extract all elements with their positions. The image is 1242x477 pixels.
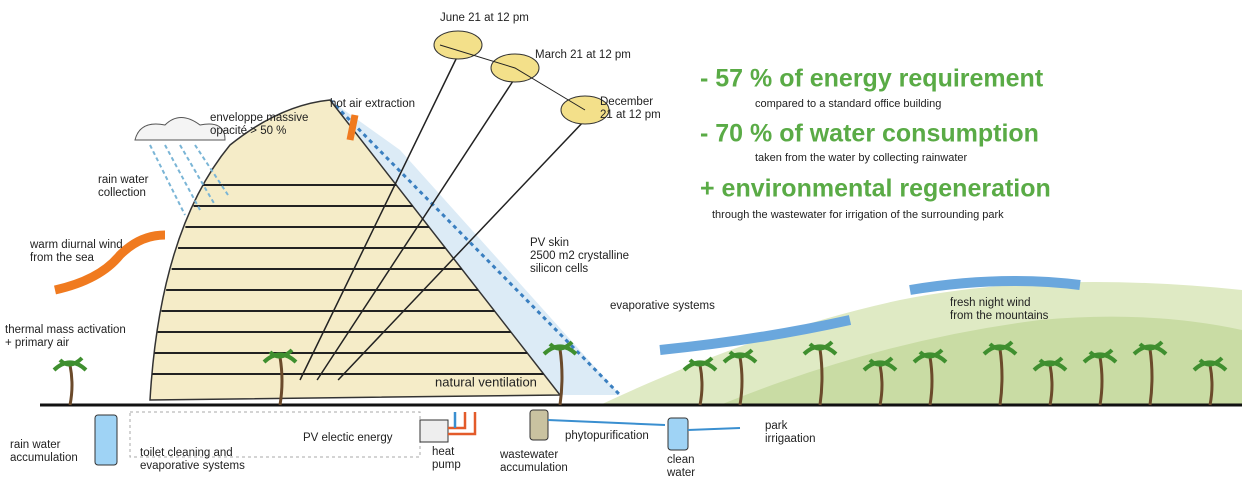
label: wastewater: [499, 449, 558, 461]
label: hot air extraction: [330, 98, 415, 110]
label: rain water: [10, 439, 61, 451]
label: heat: [432, 446, 455, 458]
label: collection: [98, 187, 146, 199]
palm-leaves: [52, 356, 88, 372]
label: toilet cleaning and: [140, 447, 233, 459]
palm-leaves: [802, 340, 838, 356]
headline-sub: through the wastewater for irrigation of…: [712, 209, 1004, 221]
label: evaporative systems: [610, 300, 715, 312]
palm-trunk: [998, 348, 1004, 406]
night-wind-2: [659, 315, 852, 355]
label: from the sea: [30, 252, 95, 264]
label: irrigaation: [765, 433, 816, 445]
sun-path: [439, 44, 586, 111]
heat-pipes: [448, 412, 477, 436]
palm-trunk: [738, 356, 744, 406]
palm-trunk: [278, 356, 284, 406]
pv-dots: [328, 98, 622, 397]
warm-wind: [54, 230, 166, 295]
texts: - 57 % of energy requirement compared to …: [5, 12, 1051, 477]
water-pipe: [547, 419, 741, 431]
palm-leaves: [682, 356, 718, 372]
label: 2500 m2 crystalline: [530, 250, 629, 262]
label: June 21 at 12 pm: [440, 12, 529, 24]
palm-leaves: [1192, 356, 1228, 372]
label: fresh night wind: [950, 297, 1031, 309]
heat-pump: [419, 419, 449, 443]
hills-front: [720, 316, 1242, 405]
cloud: [134, 117, 226, 141]
label: natural ventilation: [435, 374, 537, 389]
palm-leaves: [542, 340, 578, 356]
sun-ray: [316, 77, 516, 381]
label: 21 at 12 pm: [600, 109, 661, 121]
headline-sub: taken from the water by collecting rainw…: [755, 152, 967, 164]
label: December: [600, 96, 653, 108]
rain: [149, 144, 229, 216]
hot-air: [346, 114, 359, 141]
palm-leaves: [912, 348, 948, 364]
headline: - 70 % of water consumption: [700, 120, 1039, 148]
label: + primary air: [5, 337, 69, 349]
palms: [52, 340, 1228, 406]
label: water: [666, 467, 695, 477]
label: evaporative systems: [140, 460, 245, 472]
label: rain water: [98, 174, 149, 186]
label: clean: [667, 454, 695, 466]
palm-leaves: [1132, 340, 1168, 356]
headline-sub: compared to a standard office building: [755, 98, 941, 110]
palm-trunk: [818, 348, 824, 406]
label: phytopurification: [565, 430, 649, 442]
label: accumulation: [10, 452, 78, 464]
night-wind: [909, 276, 1081, 295]
floors: [152, 184, 544, 375]
palm-trunk: [698, 364, 704, 406]
palm-trunk: [1048, 364, 1054, 406]
headline: - 57 % of energy requirement: [700, 65, 1044, 93]
headline: + environmental regeneration: [700, 175, 1051, 203]
palm-leaves: [722, 348, 758, 364]
sun: [433, 30, 483, 60]
label: PV electic energy: [303, 432, 393, 444]
sun-ray: [337, 119, 586, 381]
palm-trunk: [878, 364, 884, 406]
palm-leaves: [1032, 356, 1068, 372]
pv-skin: [330, 100, 620, 395]
label: pump: [432, 459, 461, 471]
palm-leaves: [1082, 348, 1118, 364]
label: silicon cells: [530, 263, 588, 275]
suns: [299, 30, 610, 381]
label: March 21 at 12 pm: [535, 49, 631, 61]
label: enveloppe massive: [210, 112, 308, 124]
label: thermal mass activation: [5, 324, 126, 336]
palm-trunk: [1098, 356, 1104, 406]
rain-tank: [94, 414, 118, 466]
label: from the mountains: [950, 310, 1049, 322]
wastewater-tank: [529, 409, 549, 441]
label: PV skin: [530, 237, 569, 249]
palm-leaves: [862, 356, 898, 372]
palm-trunk: [1208, 364, 1214, 406]
label: opacité > 50 %: [210, 125, 286, 137]
palm-trunk: [1148, 348, 1154, 406]
label: accumulation: [500, 462, 568, 474]
label: park: [765, 420, 788, 432]
building: [149, 99, 562, 401]
palm-leaves: [262, 348, 298, 364]
sun-ray: [299, 54, 459, 381]
palm-trunk: [928, 356, 934, 406]
label: warm diurnal wind: [29, 239, 123, 251]
palm-trunk: [558, 348, 564, 406]
palm-trunk: [68, 364, 74, 406]
clean-water-tank: [667, 417, 689, 451]
palm-leaves: [982, 340, 1018, 356]
